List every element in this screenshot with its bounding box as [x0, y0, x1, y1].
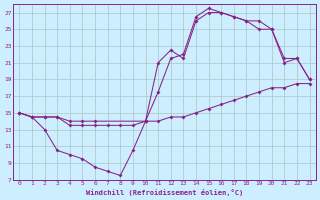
X-axis label: Windchill (Refroidissement éolien,°C): Windchill (Refroidissement éolien,°C)	[86, 189, 243, 196]
